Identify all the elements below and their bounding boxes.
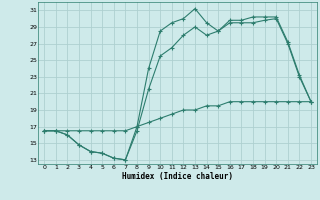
X-axis label: Humidex (Indice chaleur): Humidex (Indice chaleur) — [122, 172, 233, 181]
